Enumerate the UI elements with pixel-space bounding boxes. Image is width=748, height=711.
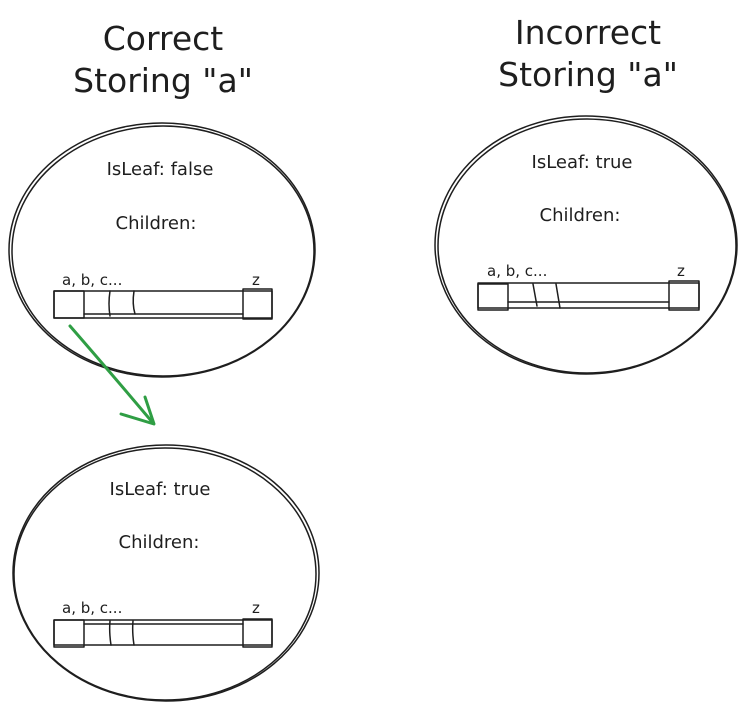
node-circle: [434, 115, 738, 375]
incorrect-title: Incorrect Storing "a": [498, 13, 678, 94]
correct-title: Correct Storing "a": [73, 19, 253, 100]
node-circle-sketch: [437, 118, 737, 374]
child-pointer-arrow: [68, 324, 156, 426]
children-label: Children:: [540, 205, 621, 226]
correct-title-line1: Correct: [103, 19, 224, 58]
isleaf-label: IsLeaf: false: [107, 159, 214, 180]
arrow-shaft: [68, 324, 155, 425]
correct-root-node: IsLeaf: false Children: a, b, c... z: [8, 122, 316, 378]
correct-title-line2: Storing "a": [73, 61, 253, 100]
slot-c-divider: [555, 283, 561, 309]
slot-b-divider: [108, 290, 111, 317]
children-array: [477, 280, 700, 311]
slot-b-divider: [108, 620, 112, 646]
slot-c-divider: [131, 620, 135, 646]
slot-a: [53, 619, 85, 648]
node-circle-sketch: [13, 447, 317, 701]
slot-b-divider: [532, 283, 538, 307]
last-slot-letter: z: [252, 599, 260, 617]
node-circle: [12, 444, 320, 702]
slot-c-divider: [132, 290, 136, 315]
slot-a: [477, 283, 509, 311]
slot-z: [242, 618, 273, 648]
slot-a: [53, 290, 85, 319]
node-circle-sketch: [11, 125, 315, 377]
children-array: [53, 618, 273, 648]
slot-letters: a, b, c...: [62, 271, 122, 289]
slot-letters: a, b, c...: [487, 262, 547, 280]
incorrect-title-line1: Incorrect: [515, 13, 661, 52]
correct-child-node: IsLeaf: true Children: a, b, c... z: [12, 444, 320, 702]
node-circle: [8, 122, 316, 378]
slot-z: [668, 280, 700, 311]
children-array: [53, 288, 273, 320]
children-label: Children:: [119, 532, 200, 553]
last-slot-letter: z: [252, 271, 260, 289]
isleaf-label: IsLeaf: true: [110, 479, 211, 500]
arrow-head: [119, 395, 156, 426]
slot-z: [242, 288, 273, 320]
array-bar: [477, 282, 700, 309]
incorrect-root-node: IsLeaf: true Children: a, b, c... z: [434, 115, 738, 375]
last-slot-letter: z: [677, 262, 685, 280]
isleaf-label: IsLeaf: true: [532, 152, 633, 173]
children-label: Children:: [116, 213, 197, 234]
slot-letters: a, b, c...: [62, 599, 122, 617]
incorrect-title-line2: Storing "a": [498, 55, 678, 94]
